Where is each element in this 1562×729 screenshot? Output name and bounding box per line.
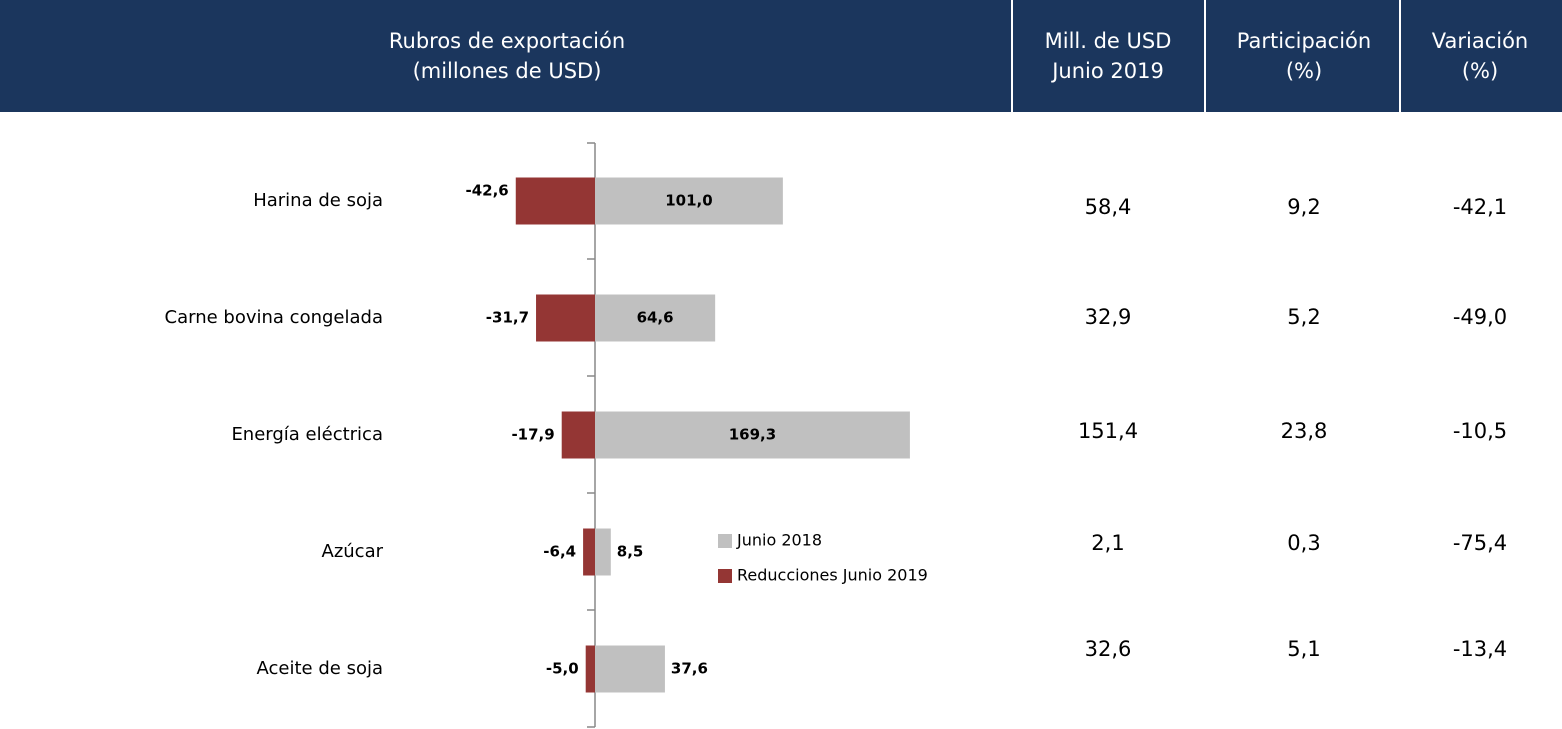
bar [515,177,595,225]
bar [595,177,783,225]
category-label: Energía eléctrica [231,424,383,445]
table-cell: 32,9 [1085,305,1132,329]
table-cell: 32,6 [1085,637,1132,661]
bar [595,411,910,459]
bar [595,645,665,693]
header-cell: (%) [1286,59,1322,83]
table-cell: -42,1 [1453,195,1507,219]
table-cell: 2,1 [1091,531,1124,555]
bar-label: -17,9 [511,426,554,444]
bar-label: 101,0 [665,192,712,210]
category-label: Carne bovina congelada [165,307,383,328]
table-cell: -75,4 [1453,531,1507,555]
bar-label: -6,4 [543,543,576,561]
table-cell: 0,3 [1287,531,1320,555]
header-band [0,0,1562,112]
bar-label: -42,6 [466,182,509,200]
category-label: Harina de soja [253,190,383,211]
bar [536,294,595,342]
bar [583,528,595,576]
bar-label: -5,0 [546,660,579,678]
table-cell: 58,4 [1085,195,1132,219]
legend-swatch [718,569,732,583]
header-cell: Mill. de USD [1045,29,1172,53]
bar-label: -31,7 [486,309,529,327]
table-cell: -10,5 [1453,419,1507,443]
header-cell: (millones de USD) [413,59,602,83]
table-cell: 23,8 [1281,419,1328,443]
table-cell: -49,0 [1453,305,1507,329]
header-cell: Rubros de exportación [389,29,625,53]
bar [595,294,716,342]
legend-label: Junio 2018 [736,531,822,550]
header-cell: Variación [1432,29,1528,53]
table-cell: 151,4 [1078,419,1138,443]
legend-swatch [718,534,732,548]
table-cell: 9,2 [1287,195,1320,219]
bar-label: 37,6 [671,660,708,678]
bar-label: 64,6 [637,309,674,327]
table-cell: -13,4 [1453,637,1507,661]
bar-label: 8,5 [617,543,644,561]
category-label: Aceite de soja [257,658,383,679]
legend-label: Reducciones Junio 2019 [737,566,928,585]
header-cell: Participación [1237,29,1371,53]
table-cell: 5,1 [1287,637,1320,661]
bar [585,645,595,693]
header-cell: (%) [1462,59,1498,83]
category-label: Azúcar [322,541,384,562]
table-cell: 5,2 [1287,305,1320,329]
bar [561,411,595,459]
bar-label: 169,3 [729,426,776,444]
header-cell: Junio 2019 [1050,59,1164,83]
bar [595,528,611,576]
